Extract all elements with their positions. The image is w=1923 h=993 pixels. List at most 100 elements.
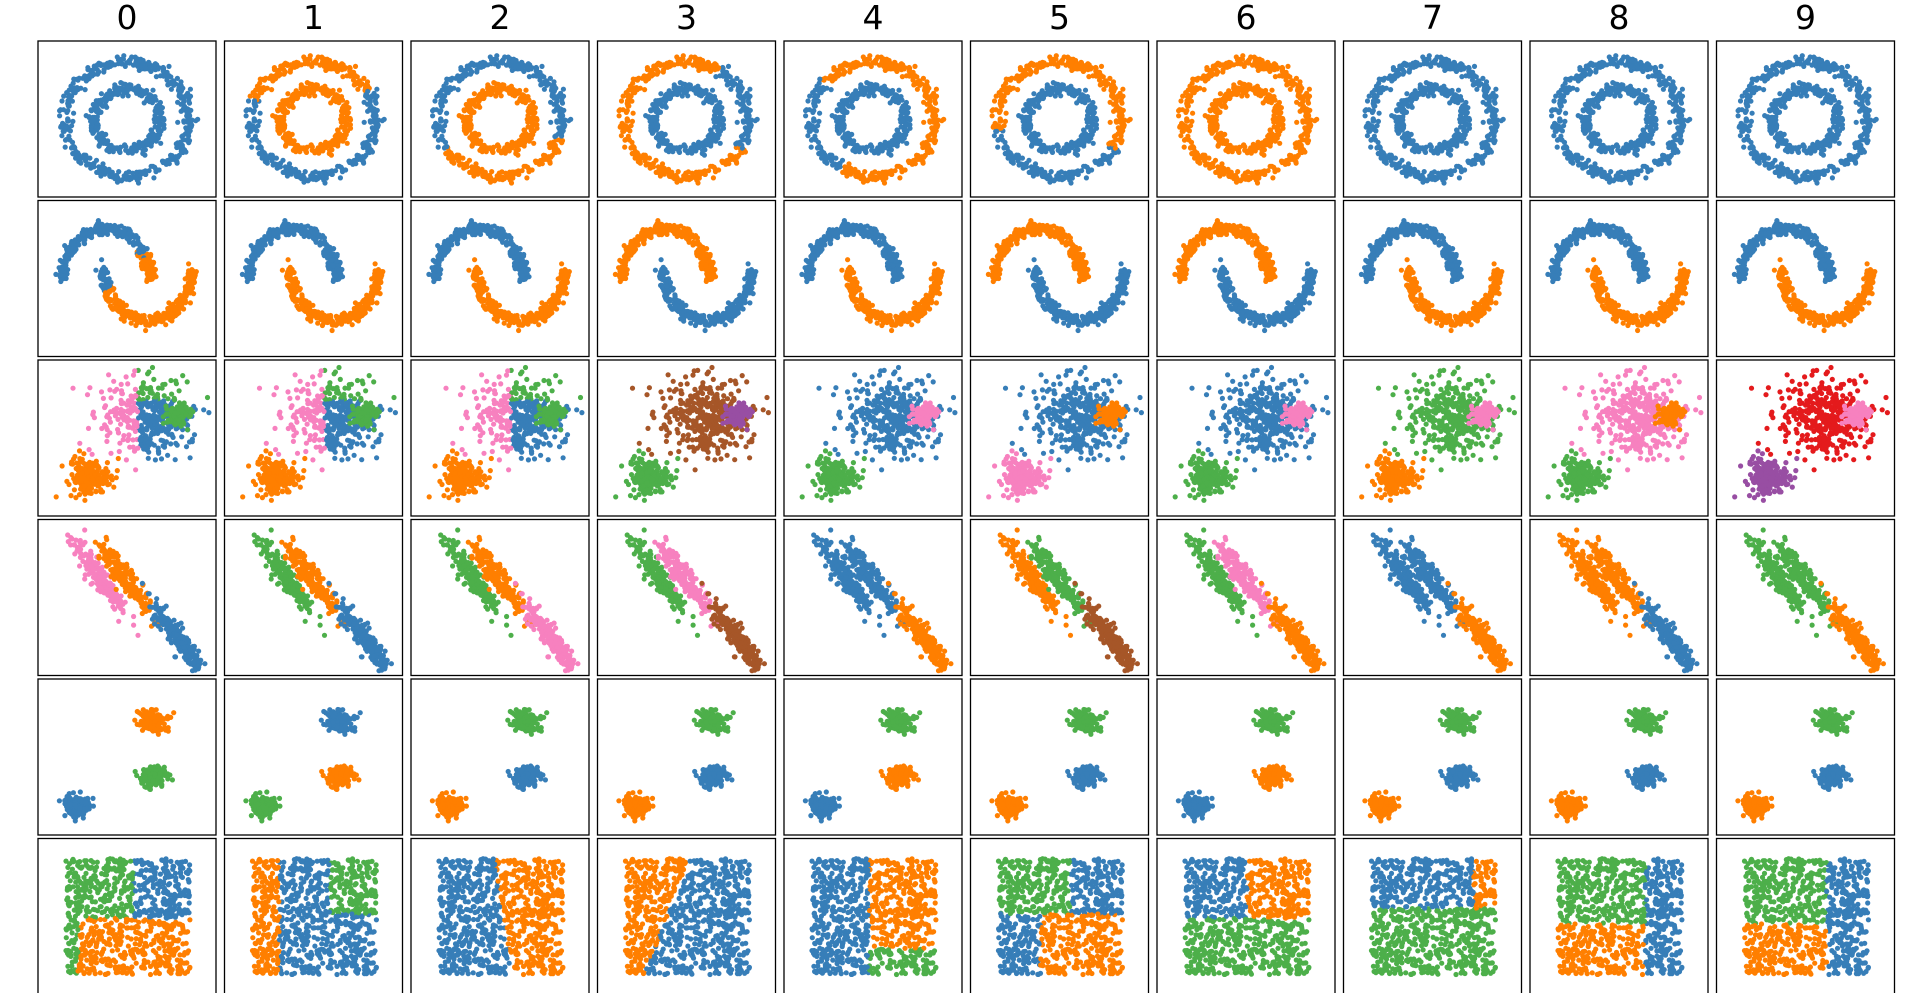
column-title-5: 5 [1049,0,1070,37]
point [259,85,264,90]
point [446,149,451,154]
point [837,164,842,169]
point [666,147,671,152]
point [272,67,277,72]
point [849,168,854,173]
point [562,123,567,128]
point [105,91,110,96]
point [510,140,515,145]
point [477,141,482,146]
point [686,59,691,64]
point [258,144,263,149]
point [831,67,836,72]
point [93,117,98,122]
point [340,98,345,103]
point [652,117,657,122]
point [707,92,712,97]
point [487,87,492,92]
point [186,132,191,137]
point [835,108,840,113]
point [917,83,922,88]
point [372,132,377,137]
point [534,116,539,121]
point [872,59,877,64]
point [476,168,481,173]
point [746,118,751,123]
point [927,99,932,104]
point [281,170,286,175]
point [927,120,932,125]
point [872,93,877,98]
point [368,120,373,125]
point [932,132,937,137]
point [720,159,725,164]
panel-r0-c4 [784,41,962,197]
point [646,114,651,119]
point [149,136,154,141]
point [677,150,682,155]
point [59,98,64,103]
point [726,161,731,166]
panel-r0-c0 [38,41,216,197]
point [245,107,250,112]
point [868,143,873,148]
point [353,64,358,69]
point [880,88,885,93]
point [64,137,69,142]
point [348,116,353,121]
point [541,156,546,161]
point [896,88,901,93]
point [114,173,119,178]
point [252,116,257,121]
point [281,62,286,67]
point [717,123,722,128]
point [154,118,159,123]
point [715,66,720,71]
point [166,64,171,69]
point [521,98,526,103]
point [63,145,68,150]
point [805,124,810,129]
point [187,94,192,99]
point [817,111,822,116]
point [933,94,938,99]
point [803,113,808,118]
point [645,67,650,72]
point [373,118,378,123]
point [138,172,143,177]
point [257,119,262,124]
point [539,73,544,78]
point [697,59,702,64]
point [667,60,672,65]
point [869,172,874,177]
point [97,135,102,140]
point [438,98,443,103]
point [743,149,748,154]
point [73,85,78,90]
point [853,60,858,65]
point [114,87,119,92]
point [283,69,288,74]
point [137,59,142,64]
point [347,159,352,164]
point [840,170,845,175]
point [340,169,345,174]
point [894,98,899,103]
point [285,110,290,115]
point [897,175,902,180]
point [654,128,659,133]
point [300,87,305,92]
point [308,143,313,148]
point [248,129,253,134]
point [734,161,739,166]
point [126,93,131,98]
point [746,101,751,106]
point [94,170,99,175]
point [373,101,378,106]
point [816,119,821,124]
point [180,133,185,138]
point [619,98,624,103]
point [805,133,810,138]
point [488,54,493,59]
